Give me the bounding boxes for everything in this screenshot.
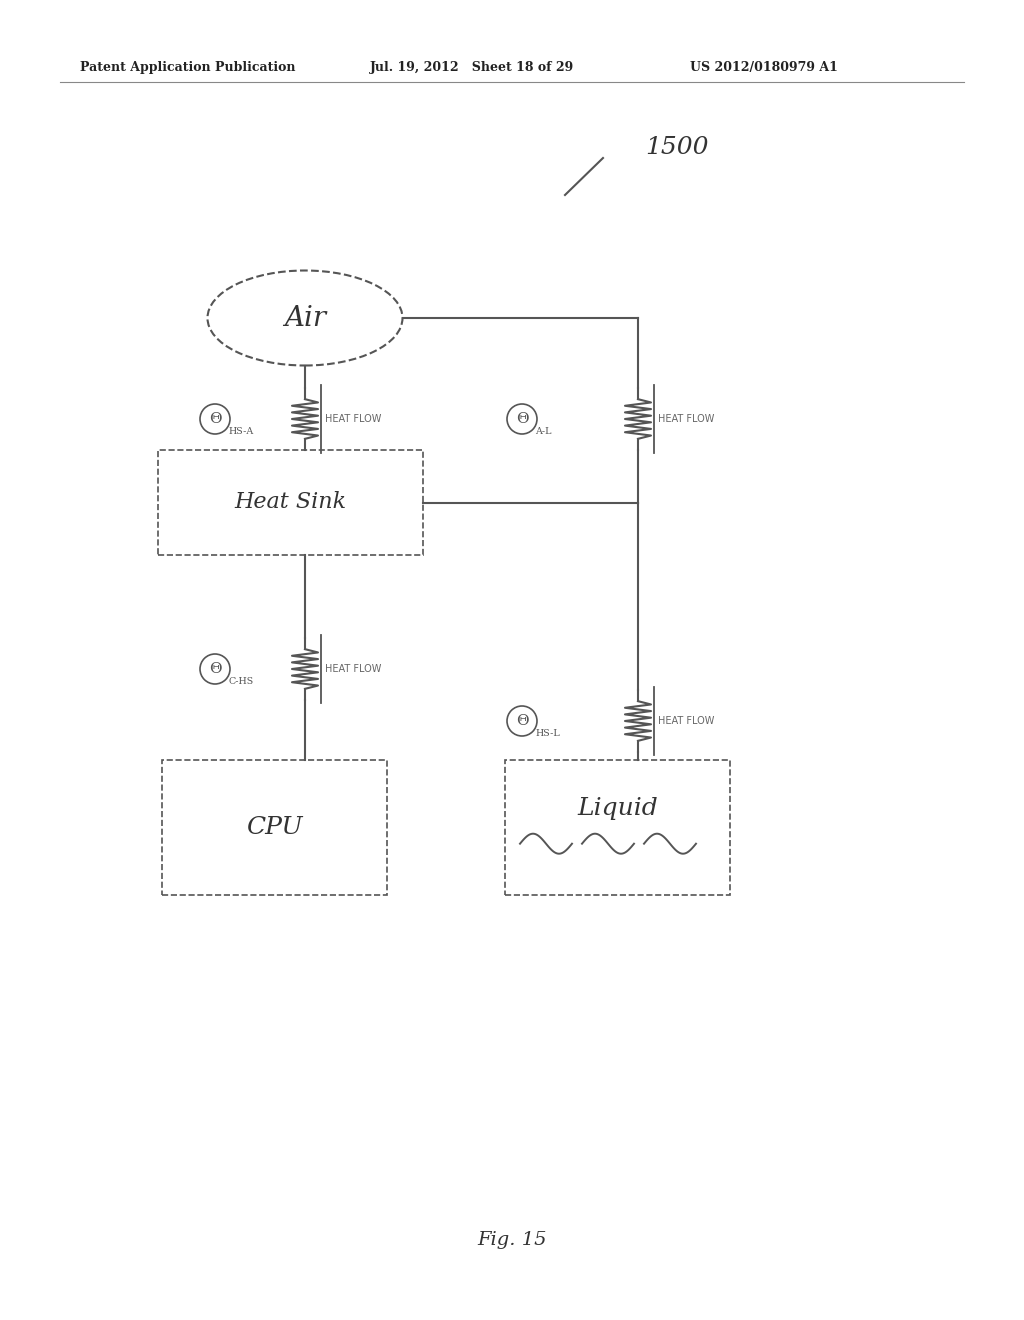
Text: A-L: A-L (536, 426, 552, 436)
Text: 1500: 1500 (645, 136, 709, 160)
Text: HEAT FLOW: HEAT FLOW (325, 414, 381, 424)
Text: Patent Application Publication: Patent Application Publication (80, 62, 296, 74)
Text: Θ: Θ (516, 412, 528, 426)
Text: US 2012/0180979 A1: US 2012/0180979 A1 (690, 62, 838, 74)
Bar (158, 450, 423, 554)
Text: Air: Air (284, 305, 326, 331)
Text: Fig. 15: Fig. 15 (477, 1232, 547, 1249)
Text: Θ: Θ (516, 714, 528, 729)
Text: HS-L: HS-L (536, 729, 560, 738)
Text: Jul. 19, 2012   Sheet 18 of 29: Jul. 19, 2012 Sheet 18 of 29 (370, 62, 574, 74)
Text: Θ: Θ (209, 412, 221, 426)
Text: Θ: Θ (209, 663, 221, 676)
Text: HEAT FLOW: HEAT FLOW (658, 715, 715, 726)
Text: HS-A: HS-A (228, 426, 254, 436)
Text: C-HS: C-HS (228, 676, 254, 685)
Bar (505, 760, 730, 895)
Text: CPU: CPU (246, 816, 303, 840)
Text: HEAT FLOW: HEAT FLOW (658, 414, 715, 424)
Text: HEAT FLOW: HEAT FLOW (325, 664, 381, 675)
Bar (162, 760, 387, 895)
Text: Liquid: Liquid (578, 797, 657, 820)
Text: Heat Sink: Heat Sink (234, 491, 346, 513)
